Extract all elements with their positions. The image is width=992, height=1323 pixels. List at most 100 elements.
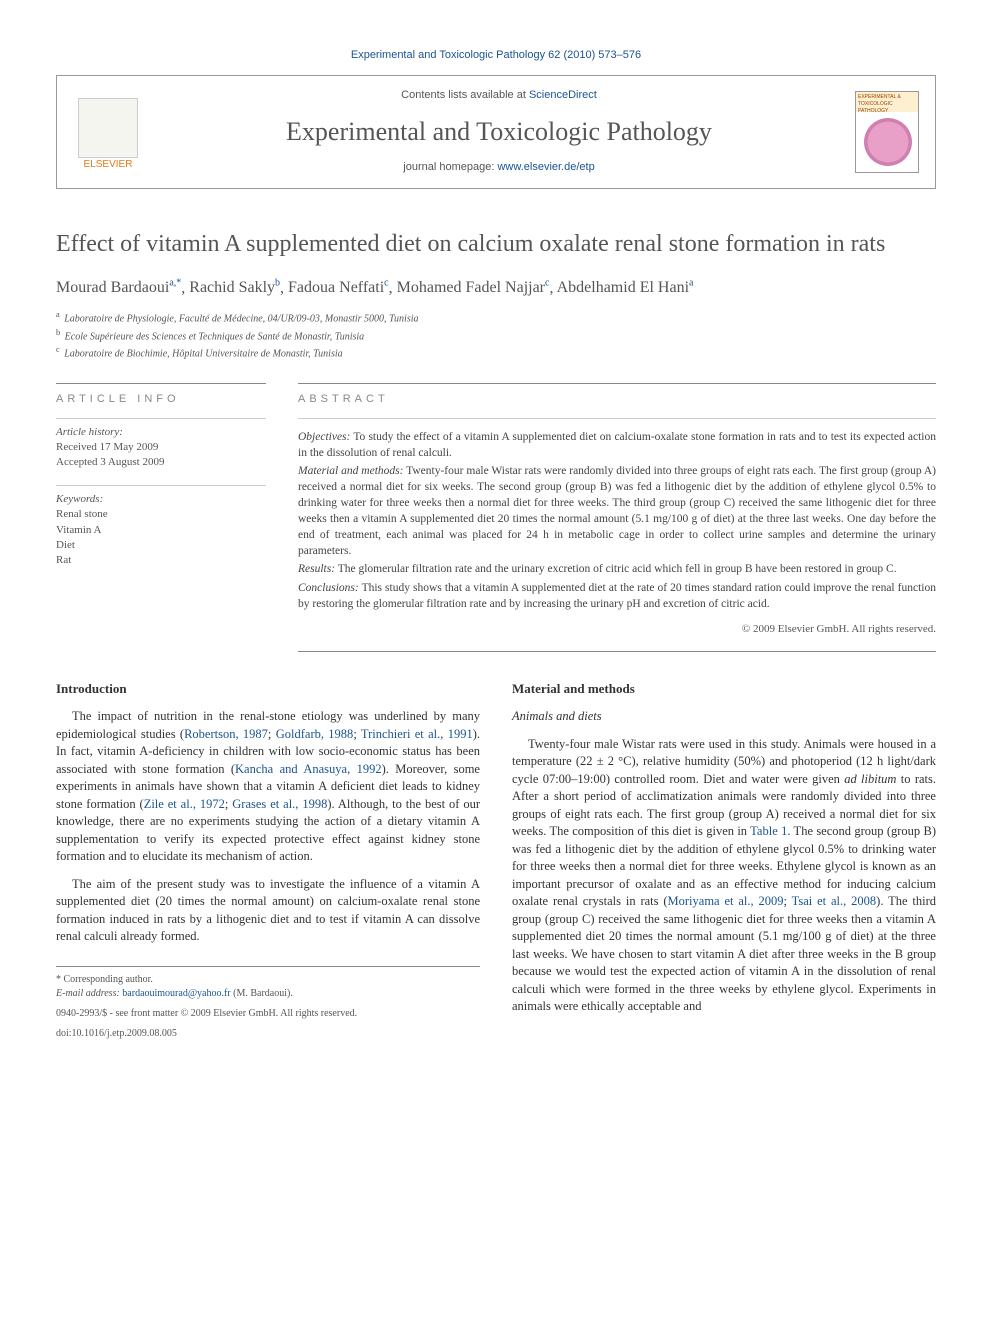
methods-subheading: Animals and diets (512, 708, 936, 726)
author-marks: b (275, 278, 280, 289)
conclusions-label: Conclusions: (298, 582, 359, 594)
citation-link[interactable]: Robertson, 1987 (184, 727, 268, 741)
body-text: ; (783, 894, 791, 908)
author-name: Mourad Bardaoui (56, 279, 169, 296)
citation-link[interactable]: Goldfarb, 1988 (276, 727, 354, 741)
methods-heading: Material and methods (512, 680, 936, 698)
contents-line: Contents lists available at ScienceDirec… (159, 88, 839, 103)
author-list: Mourad Bardaouia,*, Rachid Saklyb, Fadou… (56, 277, 936, 300)
conclusions-text: This study shows that a vitamin A supple… (298, 582, 936, 610)
objectives-label: Objectives: (298, 431, 350, 443)
body-text: ). The third group (group C) received th… (512, 894, 936, 1013)
corresponding-author: * Corresponding author. (56, 973, 480, 987)
author[interactable]: Rachid Saklyb (189, 279, 280, 296)
abstract-column: ABSTRACT Objectives: To study the effect… (298, 383, 936, 652)
email-label: E-mail address: (56, 988, 120, 999)
results-label: Results: (298, 563, 335, 575)
results-text: The glomerular filtration rate and the u… (338, 563, 897, 575)
journal-reference-line: Experimental and Toxicologic Pathology 6… (56, 48, 936, 63)
keyword: Renal stone (56, 508, 108, 520)
article-info: ARTICLE INFO Article history: Received 1… (56, 383, 266, 652)
abstract-heading: ABSTRACT (298, 383, 936, 407)
cover-title: EXPERIMENTAL & TOXICOLOGIC PATHOLOGY (858, 94, 901, 114)
affil-text: Laboratoire de Biochimie, Hôpital Univer… (64, 348, 342, 359)
author-name: Abdelhamid El Hani (557, 279, 689, 296)
citation-link[interactable]: Trinchieri et al., 1991 (361, 727, 473, 741)
citation-link[interactable]: Tsai et al., 2008 (792, 894, 877, 908)
author-marks: a,* (169, 278, 181, 289)
page: Experimental and Toxicologic Pathology 6… (0, 0, 992, 1089)
author[interactable]: Mohamed Fadel Najjarc (397, 279, 550, 296)
email-link[interactable]: bardaouimourad@yahoo.fr (122, 988, 230, 999)
citation-link[interactable]: Zile et al., 1972 (144, 797, 225, 811)
author-name: Fadoua Neffati (288, 279, 384, 296)
affil-mark: b (56, 328, 60, 337)
body-column-left: Introduction The impact of nutrition in … (56, 680, 480, 1041)
citation-link[interactable]: Grases et al., 1998 (232, 797, 327, 811)
body-columns: Introduction The impact of nutrition in … (56, 680, 936, 1041)
ad-libitum: ad libitum (844, 772, 896, 786)
article-info-heading: ARTICLE INFO (56, 383, 266, 407)
affil-text: Laboratoire de Physiologie, Faculté de M… (64, 314, 418, 325)
keywords-block: Keywords: Renal stone Vitamin A Diet Rat (56, 485, 266, 569)
elsevier-tree-icon (78, 98, 138, 158)
citation-link[interactable]: Moriyama et al., 2009 (668, 894, 784, 908)
journal-name: Experimental and Toxicologic Pathology (159, 114, 839, 150)
info-abstract-row: ARTICLE INFO Article history: Received 1… (56, 383, 936, 652)
homepage-prefix: journal homepage: (403, 161, 497, 173)
contents-prefix: Contents lists available at (401, 89, 529, 101)
body-text: ; (268, 727, 276, 741)
received-date: Received 17 May 2009 (56, 441, 158, 453)
intro-para-2: The aim of the present study was to inve… (56, 876, 480, 946)
sciencedirect-link[interactable]: ScienceDirect (529, 89, 597, 101)
doi-line: doi:10.1016/j.etp.2009.08.005 (56, 1027, 480, 1041)
affil-text: Ecole Supérieure des Sciences et Techniq… (65, 331, 364, 342)
article-history: Article history: Received 17 May 2009 Ac… (56, 418, 266, 471)
author-name: Mohamed Fadel Najjar (397, 279, 545, 296)
affiliation: b Ecole Supérieure des Sciences et Techn… (56, 327, 936, 344)
keywords-label: Keywords: (56, 493, 103, 505)
homepage-link[interactable]: www.elsevier.de/etp (497, 161, 594, 173)
methods-para-1: Twenty-four male Wistar rats were used i… (512, 736, 936, 1016)
publisher-name: ELSEVIER (84, 158, 133, 172)
issn-line: 0940-2993/$ - see front matter © 2009 El… (56, 1007, 480, 1021)
affil-mark: a (56, 310, 60, 319)
affiliation: c Laboratoire de Biochimie, Hôpital Univ… (56, 344, 936, 361)
elsevier-logo[interactable]: ELSEVIER (73, 92, 143, 172)
abstract-body: Objectives: To study the effect of a vit… (298, 418, 936, 652)
author-name: Rachid Sakly (189, 279, 275, 296)
keyword: Rat (56, 554, 71, 566)
masthead: ELSEVIER Contents lists available at Sci… (56, 75, 936, 188)
body-column-right: Material and methods Animals and diets T… (512, 680, 936, 1041)
history-label: Article history: (56, 426, 123, 438)
article-title: Effect of vitamin A supplemented diet on… (56, 229, 936, 259)
affil-mark: c (56, 345, 60, 354)
keyword: Diet (56, 539, 75, 551)
intro-para-1: The impact of nutrition in the renal-sto… (56, 708, 480, 866)
accepted-date: Accepted 3 August 2009 (56, 456, 164, 468)
body-text: ; (353, 727, 361, 741)
author-marks: c (545, 278, 549, 289)
keyword: Vitamin A (56, 524, 101, 536)
methods-label: Material and methods: (298, 465, 403, 477)
author[interactable]: Fadoua Neffatic (288, 279, 389, 296)
author[interactable]: Mourad Bardaouia,* (56, 279, 181, 296)
table-ref-link[interactable]: Table 1 (750, 824, 787, 838)
author-marks: a (689, 278, 693, 289)
methods-text: Twenty-four male Wistar rats were random… (298, 465, 936, 557)
citation-link[interactable]: Kancha and Anasuya, 1992 (235, 762, 382, 776)
objectives-text: To study the effect of a vitamin A suppl… (298, 431, 936, 459)
masthead-center: Contents lists available at ScienceDirec… (159, 88, 839, 175)
footnotes: * Corresponding author. E-mail address: … (56, 966, 480, 1001)
homepage-line: journal homepage: www.elsevier.de/etp (159, 160, 839, 175)
email-line: E-mail address: bardaouimourad@yahoo.fr … (56, 987, 480, 1001)
journal-ref-link[interactable]: Experimental and Toxicologic Pathology 6… (351, 49, 641, 61)
journal-cover-thumbnail[interactable]: EXPERIMENTAL & TOXICOLOGIC PATHOLOGY (855, 91, 919, 173)
introduction-heading: Introduction (56, 680, 480, 698)
email-who: (M. Bardaoui). (233, 988, 293, 999)
affiliations: a Laboratoire de Physiologie, Faculté de… (56, 309, 936, 361)
cover-image-icon (864, 118, 912, 166)
author[interactable]: Abdelhamid El Hania (557, 279, 694, 296)
affiliation: a Laboratoire de Physiologie, Faculté de… (56, 309, 936, 326)
copyright-line: © 2009 Elsevier GmbH. All rights reserve… (298, 622, 936, 637)
